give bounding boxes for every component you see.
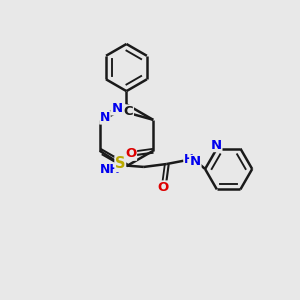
Text: N: N <box>211 139 222 152</box>
Text: O: O <box>125 147 136 160</box>
Text: N: N <box>100 111 110 124</box>
Text: NH: NH <box>100 163 121 176</box>
Text: C: C <box>124 105 133 118</box>
Text: S: S <box>115 157 125 172</box>
Text: O: O <box>158 181 169 194</box>
Text: H: H <box>184 153 194 166</box>
Text: N: N <box>190 155 201 168</box>
Text: N: N <box>111 102 122 115</box>
